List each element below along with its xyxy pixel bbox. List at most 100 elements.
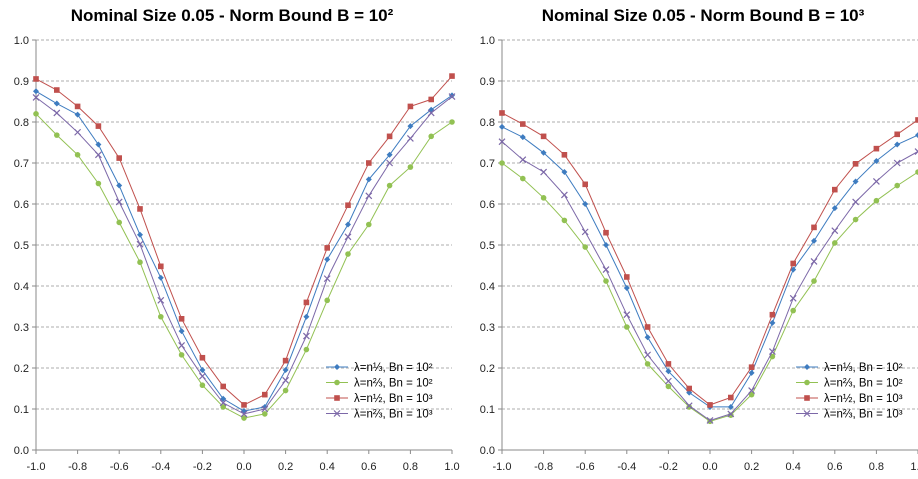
data-point [75, 104, 81, 110]
legend-label: λ=n⅔, Bn = 10² [354, 378, 433, 390]
data-point [75, 112, 81, 118]
x-tick-label: -1.0 [27, 461, 46, 473]
x-tick-label: -0.6 [110, 461, 129, 473]
data-point [561, 192, 567, 198]
data-point [790, 295, 796, 301]
data-point [199, 373, 205, 379]
x-tick-label: 1.0 [910, 461, 918, 473]
data-point [179, 316, 185, 322]
right-chart: Nominal Size 0.05 - Norm Bound B = 10³ 0.… [480, 6, 918, 473]
data-point [790, 261, 796, 267]
data-point [303, 314, 309, 320]
data-point [645, 324, 651, 330]
legend: λ=n⅓, Bn = 10² λ=n⅔, Bn = 10² λ=n½, Bn = 1… [326, 362, 433, 421]
data-point [790, 308, 796, 314]
data-point [853, 199, 859, 205]
x-tick-label: -0.8 [534, 461, 553, 473]
x-tick-label: 0.0 [702, 461, 717, 473]
data-point [832, 240, 838, 246]
data-point [345, 234, 351, 240]
data-point [645, 361, 651, 367]
legend-marker [334, 395, 340, 401]
y-tick-label: 0.9 [14, 76, 29, 88]
data-point [428, 134, 434, 140]
data-point [853, 161, 859, 167]
data-point [686, 386, 692, 392]
y-tick-label: 0.9 [480, 76, 495, 88]
data-point [75, 152, 81, 158]
data-point [262, 411, 268, 417]
data-point [770, 312, 776, 318]
data-point [366, 160, 372, 166]
data-point [624, 324, 630, 330]
data-point [345, 222, 351, 228]
y-tick-label: 0.8 [480, 117, 495, 129]
x-tick-label: -0.2 [659, 461, 678, 473]
y-tick-label: 0.7 [14, 158, 29, 170]
data-point [645, 334, 651, 340]
x-tick-label: 0.4 [786, 461, 801, 473]
data-point [874, 146, 880, 152]
y-tick-label: 0.6 [480, 199, 495, 211]
x-tick-label: -0.4 [617, 461, 636, 473]
legend-label: λ=n⅓, Bn = 10² [354, 362, 433, 374]
data-point [366, 222, 372, 228]
data-point [304, 347, 310, 353]
legend-label: λ=n½, Bn = 10³ [354, 393, 433, 405]
data-point [179, 342, 185, 348]
data-point [645, 352, 651, 358]
x-tick-label: -1.0 [493, 461, 512, 473]
data-point [200, 382, 206, 388]
data-point [582, 201, 588, 207]
x-tick-label: 0.8 [869, 461, 884, 473]
y-tick-label: 0.6 [14, 199, 29, 211]
data-point [158, 314, 164, 320]
x-tick-label: -0.6 [576, 461, 595, 473]
y-tick-label: 0.1 [480, 404, 495, 416]
data-point [324, 276, 330, 282]
data-point [54, 132, 60, 138]
y-tick-label: 0.0 [480, 445, 495, 457]
data-point [54, 101, 60, 107]
data-point [345, 251, 351, 257]
data-point [324, 256, 330, 262]
data-point [179, 352, 185, 358]
legend-label: λ=n½, Bn = 10³ [824, 393, 903, 405]
data-point [54, 110, 60, 116]
data-point [116, 199, 122, 205]
data-point [603, 230, 609, 236]
x-tick-label: 1.0 [444, 461, 459, 473]
data-point [449, 119, 455, 125]
data-point [408, 164, 414, 170]
data-point [366, 193, 372, 199]
data-point [811, 278, 817, 284]
x-tick-label: 0.8 [403, 461, 418, 473]
x-tick-label: 0.2 [744, 461, 759, 473]
data-point [179, 328, 185, 334]
data-point [283, 358, 289, 364]
data-point [666, 384, 672, 390]
data-point [499, 110, 505, 116]
data-point [520, 176, 526, 182]
x-tick-label: -0.8 [68, 461, 87, 473]
data-point [387, 134, 393, 140]
y-tick-label: 0.4 [480, 281, 495, 293]
legend-label: λ=n⅔, Bn = 10³ [824, 409, 903, 421]
data-point [520, 157, 526, 163]
data-point [541, 134, 547, 140]
data-point [666, 361, 672, 367]
data-point [387, 183, 393, 189]
y-tick-label: 0.2 [14, 363, 29, 375]
data-point [283, 377, 289, 383]
chart-title: Nominal Size 0.05 - Norm Bound B = 10² [71, 6, 394, 25]
y-tick-label: 0.7 [480, 158, 495, 170]
data-point [449, 73, 455, 79]
y-tick-label: 1.0 [14, 35, 29, 47]
data-point [95, 142, 101, 148]
legend-marker [804, 364, 810, 370]
y-tick-label: 0.3 [480, 322, 495, 334]
data-point [582, 229, 588, 235]
data-point [499, 160, 505, 166]
